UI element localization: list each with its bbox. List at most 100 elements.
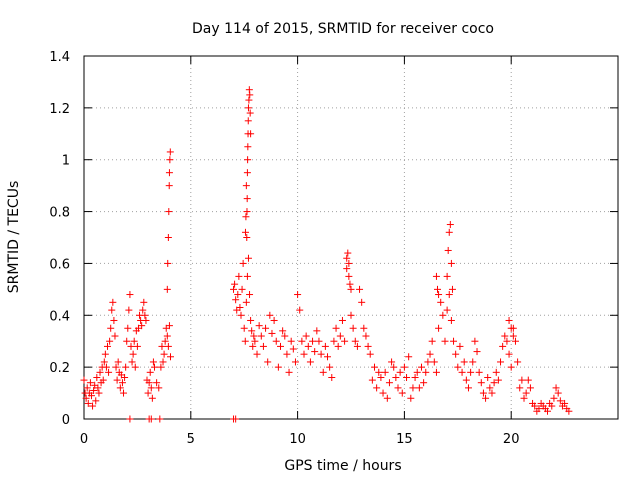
data-point bbox=[469, 358, 477, 366]
data-point bbox=[147, 415, 155, 423]
data-point bbox=[153, 379, 161, 387]
data-point bbox=[243, 169, 251, 177]
data-point bbox=[328, 374, 336, 382]
data-point bbox=[375, 368, 383, 376]
data-point bbox=[127, 342, 135, 350]
data-point bbox=[379, 389, 387, 397]
data-point bbox=[111, 332, 119, 340]
data-point bbox=[243, 272, 251, 280]
data-point bbox=[509, 332, 517, 340]
data-point bbox=[524, 376, 532, 384]
data-point bbox=[87, 392, 95, 400]
data-point bbox=[102, 363, 110, 371]
data-point bbox=[507, 324, 515, 332]
data-point bbox=[121, 374, 129, 382]
data-point bbox=[241, 337, 249, 345]
data-point bbox=[439, 311, 447, 319]
data-point bbox=[471, 337, 479, 345]
y-tick-label: 0 bbox=[62, 413, 70, 428]
data-point bbox=[236, 304, 244, 312]
data-point bbox=[141, 311, 149, 319]
data-point bbox=[283, 350, 291, 358]
data-point bbox=[544, 407, 552, 415]
data-point bbox=[83, 384, 91, 392]
data-point bbox=[148, 394, 156, 402]
data-point bbox=[279, 327, 287, 335]
data-point bbox=[112, 363, 120, 371]
data-point bbox=[118, 379, 126, 387]
data-point bbox=[100, 358, 108, 366]
data-point bbox=[244, 143, 252, 151]
data-point bbox=[242, 298, 250, 306]
data-point bbox=[392, 374, 400, 382]
x-tick-label: 15 bbox=[396, 432, 413, 447]
data-point bbox=[243, 195, 251, 203]
data-point bbox=[270, 316, 278, 324]
data-point bbox=[409, 384, 417, 392]
data-point bbox=[473, 348, 481, 356]
data-point bbox=[244, 104, 252, 112]
points-layer bbox=[80, 86, 573, 423]
data-point bbox=[364, 342, 372, 350]
data-point bbox=[448, 285, 456, 293]
data-point bbox=[80, 376, 88, 384]
data-point bbox=[264, 358, 272, 366]
data-point bbox=[313, 327, 321, 335]
data-point bbox=[420, 379, 428, 387]
data-point bbox=[454, 363, 462, 371]
data-point bbox=[435, 324, 443, 332]
x-axis-label: GPS time / hours bbox=[284, 458, 401, 474]
data-point bbox=[255, 322, 263, 330]
data-point bbox=[475, 368, 483, 376]
data-point bbox=[447, 316, 455, 324]
x-tick-label: 0 bbox=[80, 432, 88, 447]
data-point bbox=[492, 368, 500, 376]
data-point bbox=[518, 376, 526, 384]
data-point bbox=[343, 254, 351, 262]
data-point bbox=[405, 353, 413, 361]
data-point bbox=[550, 394, 558, 402]
data-point bbox=[242, 213, 250, 221]
data-point bbox=[501, 332, 509, 340]
data-point bbox=[246, 109, 254, 117]
data-point bbox=[446, 221, 454, 229]
data-point bbox=[360, 324, 368, 332]
data-point bbox=[362, 332, 370, 340]
data-point bbox=[413, 368, 421, 376]
data-point bbox=[368, 376, 376, 384]
data-point bbox=[302, 332, 310, 340]
data-point bbox=[319, 368, 327, 376]
data-point bbox=[411, 374, 419, 382]
x-tick-label: 5 bbox=[187, 432, 195, 447]
data-point bbox=[315, 337, 323, 345]
y-axis-label: SRMTID / TECUs bbox=[6, 181, 22, 294]
data-point bbox=[321, 342, 329, 350]
data-point bbox=[432, 272, 440, 280]
data-point bbox=[300, 350, 308, 358]
data-point bbox=[108, 306, 116, 314]
data-point bbox=[106, 337, 114, 345]
data-point bbox=[241, 228, 249, 236]
data-point bbox=[377, 374, 385, 382]
data-point bbox=[520, 394, 528, 402]
data-point bbox=[259, 342, 267, 350]
y-tick-label: 1.4 bbox=[49, 50, 70, 65]
data-point bbox=[488, 389, 496, 397]
data-point bbox=[110, 316, 118, 324]
data-point bbox=[163, 332, 171, 340]
data-point bbox=[274, 363, 282, 371]
data-point bbox=[484, 374, 492, 382]
data-point bbox=[332, 324, 340, 332]
data-point bbox=[388, 358, 396, 366]
data-point bbox=[356, 285, 364, 293]
data-point bbox=[435, 291, 443, 299]
data-point bbox=[165, 169, 173, 177]
data-point bbox=[336, 332, 344, 340]
data-point bbox=[166, 156, 174, 164]
data-point bbox=[400, 363, 408, 371]
data-point bbox=[242, 182, 250, 190]
y-tick-label: 1 bbox=[62, 154, 70, 169]
data-point bbox=[561, 399, 569, 407]
data-point bbox=[390, 363, 398, 371]
data-point bbox=[507, 363, 515, 371]
